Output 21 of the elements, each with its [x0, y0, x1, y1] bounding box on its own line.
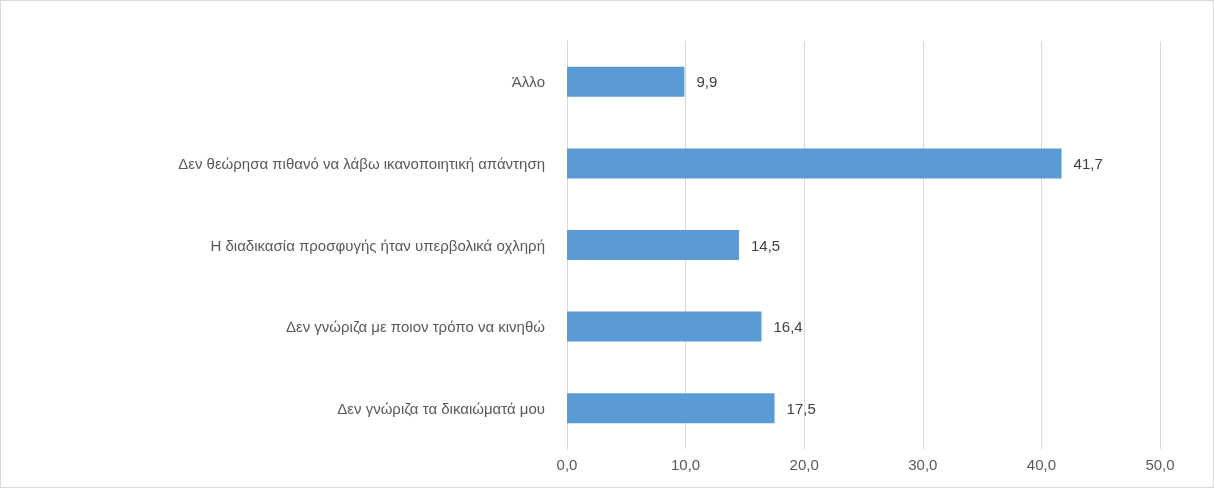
bar [567, 66, 685, 97]
y-tick-label: Δεν γνώριζα τα δικαιώματά μου [337, 399, 545, 417]
y-tick-label: Άλλο [511, 73, 545, 91]
x-tick-label: 10,0 [671, 456, 701, 473]
x-tick-label: 30,0 [908, 456, 938, 473]
y-tick-label: Δεν γνώριζα με ποιον τρόπο να κινηθώ [285, 318, 546, 336]
data-label: 41,7 [1073, 154, 1103, 172]
x-tick-label: 0,0 [556, 456, 578, 473]
data-label: 16,4 [773, 318, 803, 336]
bar [567, 230, 739, 260]
y-tick-label: Δεν θεώρησα πιθανό να λάβω ικανοποιητική απάντηση [178, 154, 545, 172]
y-tick-label: Η διαδικασία προσφυγής ήταν υπερβολικά οχληρή [210, 236, 545, 254]
bar [567, 311, 762, 342]
bar [567, 393, 775, 424]
data-label: 14,5 [750, 236, 781, 254]
x-tick-label: 40,0 [1026, 456, 1056, 473]
data-label: 17,5 [786, 399, 816, 417]
x-tick-label: 50,0 [1145, 456, 1175, 473]
x-tick-label: 20,0 [789, 456, 819, 473]
data-label: 9,9 [696, 73, 718, 91]
bar [567, 148, 1062, 179]
